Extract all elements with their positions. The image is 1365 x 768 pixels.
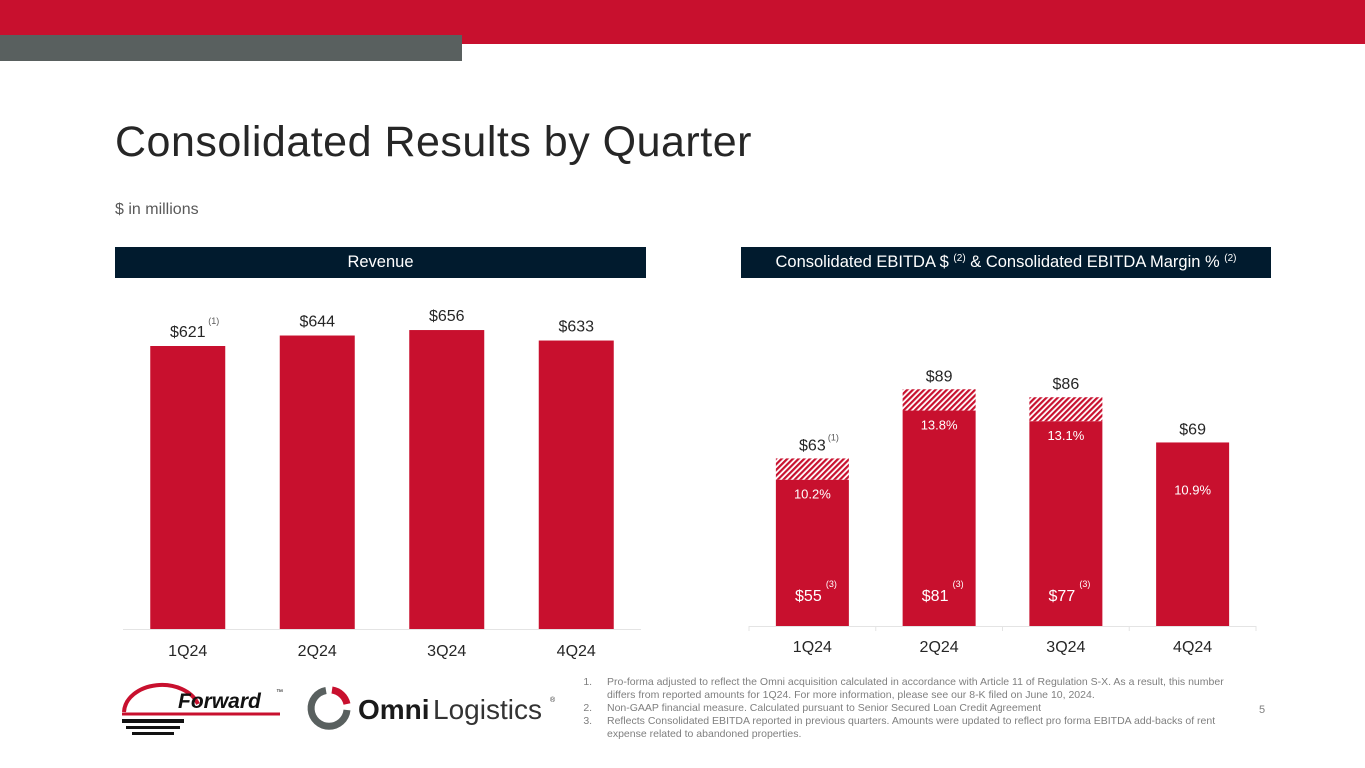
ebitda-reported-footnote: (3)	[1079, 579, 1090, 589]
forward-tm: ™	[276, 689, 283, 696]
footnotes: Pro-forma adjusted to reflect the Omni a…	[578, 676, 1238, 741]
footnote-3: Reflects Consolidated EBITDA reported in…	[595, 715, 1238, 741]
ebitda-chart: $63 (1) 10.2% $55 (3) 1Q24 $89 13.8% $81 (3) 2Q24 $…	[748, 368, 1257, 656]
ebitda-header-text-2: & Consolidated EBITDA Margin %	[965, 253, 1225, 271]
ebitda-bar-solid-3Q24	[1029, 421, 1103, 626]
ebitda-margin-label: 13.1%	[1047, 428, 1084, 443]
omni-logistics-logo: Omni Logistics ®	[307, 686, 556, 730]
revenue-bar-3Q24	[409, 330, 485, 629]
ebitda-header-text-1: Consolidated EBITDA $	[775, 253, 954, 271]
ebitda-bar-hatched-2Q24	[902, 389, 976, 411]
units-subtitle: $ in millions	[115, 201, 199, 218]
page-number: 5	[1259, 704, 1266, 716]
ebitda-reported-label: $55	[795, 588, 822, 605]
revenue-panel-header: Revenue	[115, 247, 646, 278]
ebitda-panel-header: Consolidated EBITDA $ (2) & Consolidated…	[741, 247, 1271, 278]
ebitda-header-footnote-1: (2)	[953, 253, 966, 264]
ebitda-reported-footnote: (3)	[826, 579, 837, 589]
revenue-header-label: Revenue	[347, 253, 414, 271]
ebitda-category-label: 4Q24	[1173, 639, 1212, 656]
logistics-wordmark: Logistics	[433, 694, 542, 725]
ebitda-margin-label: 10.9%	[1174, 482, 1211, 497]
revenue-value-label: $656	[429, 308, 465, 325]
revenue-bar-1Q24	[150, 346, 226, 629]
revenue-category-label: 1Q24	[168, 643, 207, 660]
ebitda-total-footnote: (1)	[828, 432, 839, 442]
footnote-2: Non-GAAP financial measure. Calculated p…	[595, 702, 1238, 715]
revenue-bar-2Q24	[279, 335, 355, 629]
revenue-label-footnote: (1)	[208, 316, 219, 326]
omni-registered: ®	[550, 696, 556, 704]
ebitda-margin-label: 10.2%	[794, 487, 831, 502]
revenue-value-label: $644	[299, 314, 335, 331]
revenue-category-label: 4Q24	[557, 643, 596, 660]
omni-wordmark: Omni	[358, 694, 430, 725]
ebitda-total-label: $89	[926, 368, 953, 385]
ebitda-total-label: $63	[799, 437, 826, 454]
ebitda-category-label: 1Q24	[793, 639, 832, 656]
revenue-bar-4Q24	[538, 340, 614, 629]
ebitda-bar-solid-2Q24	[902, 410, 976, 626]
revenue-category-label: 3Q24	[427, 643, 466, 660]
revenue-category-label: 2Q24	[298, 643, 337, 660]
forward-wordmark: Forward	[178, 690, 262, 713]
ebitda-reported-footnote: (3)	[953, 579, 964, 589]
ebitda-category-label: 3Q24	[1046, 639, 1085, 656]
ebitda-category-label: 2Q24	[920, 639, 959, 656]
ebitda-margin-label: 13.8%	[921, 418, 958, 433]
revenue-value-label: $621	[170, 324, 206, 341]
revenue-chart: $621(1) 1Q24 $644 2Q24 $656 3Q24 $633 4Q24	[123, 308, 641, 660]
ebitda-bar-hatched-1Q24	[775, 458, 849, 480]
ebitda-bar-solid-1Q24	[775, 479, 849, 626]
ebitda-reported-label: $77	[1049, 588, 1076, 605]
revenue-value-label: $633	[558, 319, 594, 336]
ebitda-bar-hatched-3Q24	[1029, 397, 1103, 422]
ebitda-reported-label: $81	[922, 588, 949, 605]
ebitda-total-label: $69	[1179, 421, 1206, 438]
footnote-1: Pro-forma adjusted to reflect the Omni a…	[595, 676, 1238, 702]
ebitda-header-footnote-2: (2)	[1224, 253, 1237, 264]
page-title: Consolidated Results by Quarter	[115, 118, 752, 166]
ebitda-bar-solid-4Q24	[1156, 442, 1230, 626]
logos: Forward ™ Omni Logistics ®	[120, 682, 560, 747]
forward-logo: Forward ™	[122, 682, 283, 735]
top-gray-bar	[0, 35, 462, 61]
ebitda-total-label: $86	[1053, 376, 1080, 393]
